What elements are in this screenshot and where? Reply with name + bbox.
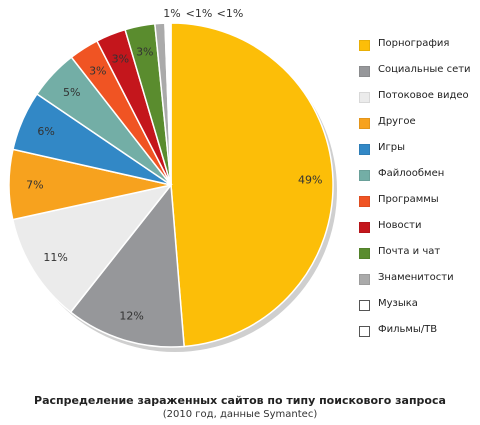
legend-swatch bbox=[359, 248, 370, 259]
legend-swatch bbox=[359, 196, 370, 207]
legend-item: Порнография bbox=[359, 37, 479, 63]
legend-swatch bbox=[359, 66, 370, 77]
legend-swatch bbox=[359, 118, 370, 129]
legend-item: Файлообмен bbox=[359, 167, 479, 193]
legend-item: Новости bbox=[359, 219, 479, 245]
legend-swatch bbox=[359, 326, 370, 337]
legend-swatch bbox=[359, 222, 370, 233]
legend-label: Файлообмен bbox=[378, 168, 445, 179]
legend-item: Знаменитости bbox=[359, 271, 479, 297]
slice-value-label: 3% bbox=[89, 64, 106, 77]
legend-swatch bbox=[359, 92, 370, 103]
chart-subtitle: (2010 год, данные Symantec) bbox=[162, 409, 318, 420]
slice-value-label: 7% bbox=[26, 179, 43, 192]
legend-label: Почта и чат bbox=[378, 246, 441, 257]
legend-label: Порнография bbox=[378, 38, 450, 49]
legend-label: Фильмы/ТВ bbox=[378, 324, 438, 335]
legend-item: Другое bbox=[359, 115, 479, 141]
legend-item: Музыка bbox=[359, 297, 479, 323]
slice-value-label: 3% bbox=[136, 46, 153, 59]
legend-label: Программы bbox=[378, 194, 439, 205]
pie-slice bbox=[69, 183, 185, 348]
legend-label: Новости bbox=[378, 220, 422, 231]
slice-value-label: 12% bbox=[119, 309, 143, 322]
legend-label: Потоковое видео bbox=[378, 90, 469, 101]
legend-item: Игры bbox=[359, 141, 479, 167]
slice-value-label: <1% bbox=[186, 7, 213, 20]
legend-item: Программы bbox=[359, 193, 479, 219]
legend-swatch bbox=[359, 170, 370, 181]
pie-slice bbox=[170, 22, 334, 348]
legend-swatch bbox=[359, 300, 370, 311]
legend-label: Другое bbox=[378, 116, 416, 127]
pie-chart: 49% 12% 11% 7% 6% 5% 3% 3% 3% 1% <1% <1% bbox=[8, 7, 337, 352]
legend-label: Социальные сети bbox=[378, 64, 471, 75]
legend-item: Социальные сети bbox=[359, 63, 479, 89]
legend-item: Фильмы/ТВ bbox=[359, 323, 479, 349]
legend-label: Игры bbox=[378, 142, 405, 153]
legend-swatch bbox=[359, 274, 370, 285]
slice-value-label: 11% bbox=[43, 251, 67, 264]
legend-swatch bbox=[359, 144, 370, 155]
legend-item: Почта и чат bbox=[359, 245, 479, 271]
slice-value-label: 3% bbox=[112, 53, 129, 66]
slice-value-label: 49% bbox=[298, 173, 322, 186]
chart-legend: Порнография Социальные сети Потоковое виде… bbox=[359, 37, 479, 349]
pie-slice bbox=[167, 22, 172, 186]
slice-value-label: 5% bbox=[63, 86, 80, 99]
slice-value-label: 6% bbox=[37, 125, 54, 138]
legend-label: Знаменитости bbox=[378, 272, 454, 283]
pie-slice bbox=[11, 183, 173, 314]
legend-swatch bbox=[359, 40, 370, 51]
slice-value-label: 1% bbox=[163, 7, 180, 20]
slice-value-label: <1% bbox=[217, 7, 244, 20]
legend-label: Музыка bbox=[378, 298, 418, 309]
chart-title: Распределение зараженных сайтов по типу … bbox=[34, 394, 446, 407]
legend-item: Потоковое видео bbox=[359, 89, 479, 115]
